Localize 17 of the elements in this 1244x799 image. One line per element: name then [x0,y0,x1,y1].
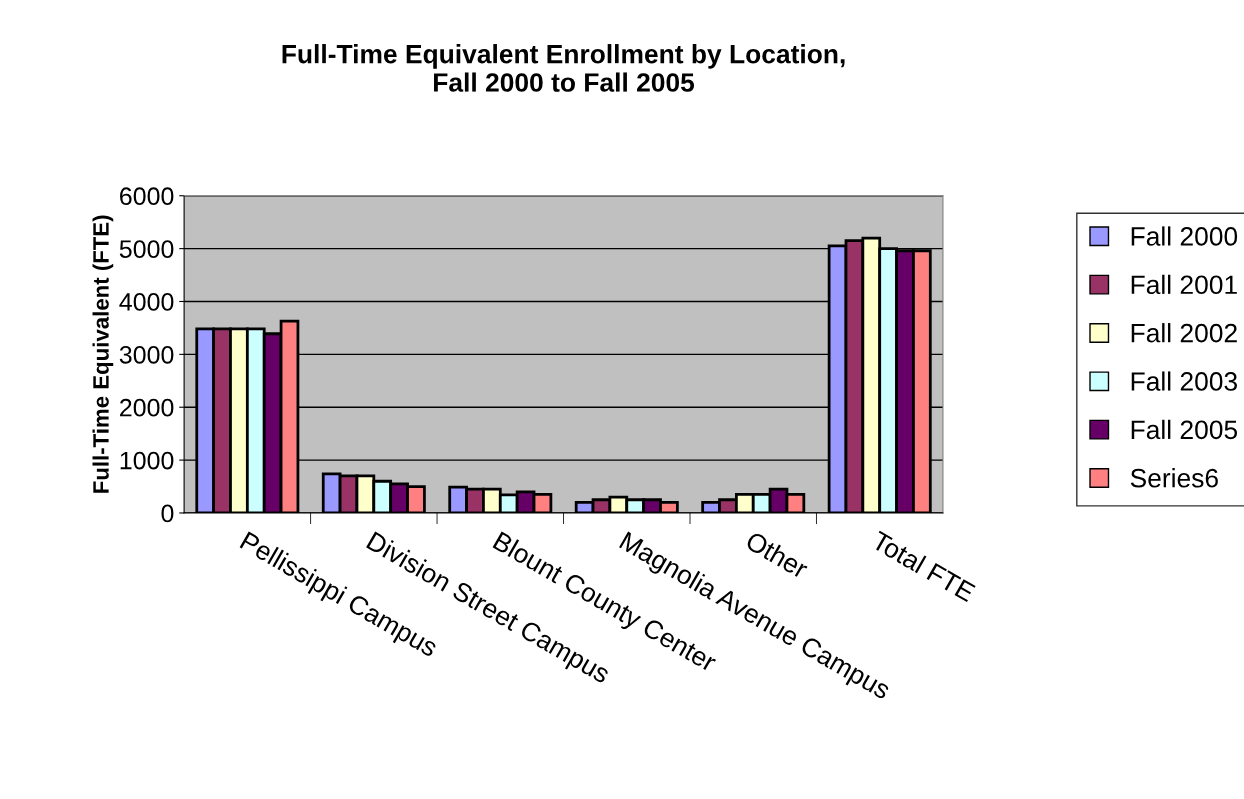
legend-label: Fall 2001 [1131,274,1237,295]
legend-label: Series6 [1130,468,1218,488]
legend-label: Fall 2005 [1131,419,1238,440]
legend-label: Fall 2002 [1131,323,1237,343]
legend-label: Fall 2003 [1131,371,1237,391]
y-axis-title: Full-Time Equivalent (FTE) [92,215,114,493]
x-tick-label: Other [744,530,811,580]
y-tick-label: 0 [161,504,174,523]
y-tick-label: 1000 [120,451,174,470]
y-tick-label: 5000 [119,240,174,258]
y-tick-label: 3000 [119,345,174,364]
y-tick-label: 4000 [119,293,174,311]
y-tick-label: 6000 [120,187,174,206]
y-tick-label: 2000 [120,398,174,417]
legend-label: Fall 2000 [1131,226,1238,246]
x-tick-label: Total FTE [870,529,977,603]
chart-title: Full-Time Equivalent Enrollment by Location, Fall 2000 to Fall 2005 [282,44,845,92]
